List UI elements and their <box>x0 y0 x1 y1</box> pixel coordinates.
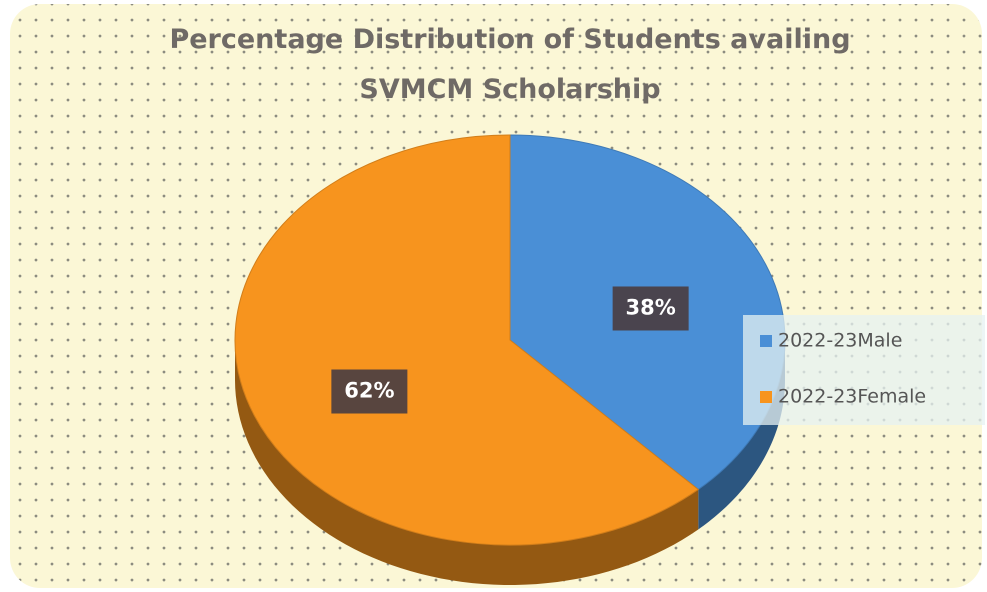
value-label-box <box>612 286 689 331</box>
legend-swatch <box>760 335 772 347</box>
chart-title: Percentage Distribution of Students avai… <box>169 24 850 55</box>
legend-text: 2022-23Female <box>778 386 926 408</box>
value-label: 38% <box>625 295 675 319</box>
pie-slice <box>234 134 700 546</box>
pie-side <box>235 340 699 585</box>
legend-swatch <box>760 391 772 403</box>
value-label-box <box>331 369 408 414</box>
pie-sides <box>235 340 785 585</box>
legend-box <box>743 315 985 425</box>
pie-side <box>698 340 785 530</box>
value-label: 62% <box>344 379 394 403</box>
pie-top <box>234 134 786 546</box>
legend-text: 2022-23Male <box>778 330 902 352</box>
legend: 2022-23Male 2022-23Female <box>760 330 926 408</box>
chart-title: SVMCM Scholarship <box>359 74 660 105</box>
value-labels: 38% 62% <box>331 286 689 414</box>
